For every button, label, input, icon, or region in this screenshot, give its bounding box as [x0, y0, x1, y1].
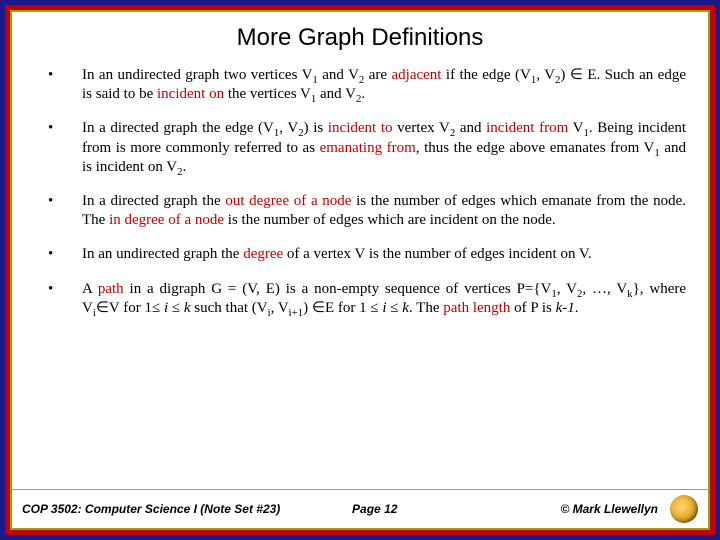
bullet-item: In a directed graph the edge (V1, V2) is…	[48, 119, 686, 177]
slide-footer: COP 3502: Computer Science I (Note Set #…	[12, 489, 708, 528]
slide-content: In an undirected graph two vertices V1 a…	[12, 66, 708, 489]
bullet-item: In an undirected graph the degree of a v…	[48, 245, 686, 264]
bullet-item: A path in a digraph G = (V, E) is a non-…	[48, 280, 686, 318]
bullet-item: In a directed graph the out degree of a …	[48, 192, 686, 230]
bullet-list: In an undirected graph two vertices V1 a…	[48, 66, 686, 318]
footer-logo-icon	[670, 495, 698, 523]
slide-title: More Graph Definitions	[12, 12, 708, 66]
outer-frame: More Graph Definitions In an undirected …	[0, 0, 720, 540]
footer-page: Page 12	[280, 502, 469, 516]
bullet-item: In an undirected graph two vertices V1 a…	[48, 66, 686, 104]
inner-frame: More Graph Definitions In an undirected …	[10, 10, 710, 530]
footer-course: COP 3502: Computer Science I (Note Set #…	[22, 502, 280, 516]
footer-author: © Mark Llewellyn	[469, 502, 664, 516]
